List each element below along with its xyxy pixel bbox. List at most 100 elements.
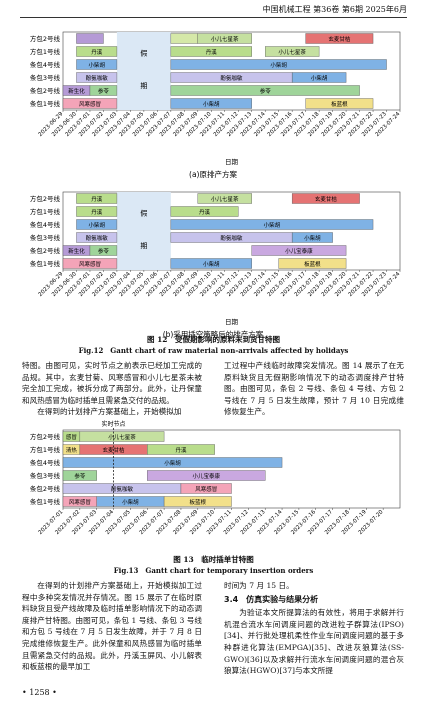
task-label: 小儿宝泰康: [285, 247, 313, 255]
x-axis-label: 日期: [225, 158, 239, 166]
task-bar: [62, 457, 283, 468]
paragraph: 在得到的计划排产方案基础上，开始模拟加工过程中多种突发情况并存情况。图 15 展…: [22, 581, 202, 672]
task-bar: [170, 219, 374, 230]
task-label: 小柴胡: [311, 74, 328, 82]
task-label: 酚氨咖敏: [220, 74, 243, 82]
task-bar: [76, 72, 118, 83]
holiday-label: 假: [140, 48, 147, 57]
task-bar: [305, 33, 374, 44]
task-label: 新生化: [68, 87, 85, 95]
row-label: 方包2号线: [30, 194, 61, 203]
fig12-caption-cn: 图 12 受假期影响的原料未到货甘特图: [146, 335, 281, 344]
row-label: 条包1号线: [30, 99, 61, 108]
row-label: 条包3号线: [30, 73, 61, 82]
marker-label: 实时节点: [102, 420, 126, 428]
task-bar: [170, 258, 252, 269]
fig13-caption-cn: 图 13 临时插单甘特图: [173, 555, 254, 564]
task-label: 小柴胡: [264, 221, 281, 229]
task-label: 新生化: [68, 247, 85, 255]
task-label: 玄麦甘桔: [328, 35, 351, 43]
task-label: 小柴胡: [122, 498, 139, 506]
task-bar: [278, 258, 347, 269]
task-bar: [170, 206, 239, 217]
row-label: 方包1号线: [30, 47, 61, 56]
task-bar: [76, 33, 104, 44]
task-label: 参苓: [74, 472, 86, 480]
holiday-band: [116, 32, 171, 110]
task-bar: [62, 470, 97, 481]
task-bar: [170, 33, 198, 44]
task-bar: [147, 444, 215, 455]
task-bar: [197, 193, 252, 204]
row-label: 条包4号线: [30, 60, 61, 69]
task-label: 板蓝根: [190, 498, 207, 506]
task-bar: [180, 483, 232, 494]
text-left: 特图。由图可见，实时节点之前表示已经加工完成的品规。其中，玄麦甘菊、风寒感冒和小…: [22, 360, 202, 418]
row-label: 条包1号线: [30, 259, 61, 268]
task-bar: [76, 232, 118, 243]
running-header: 中国机械工程 第36卷 第6期 2025年6月: [20, 4, 407, 18]
row-label: 条包1号线: [30, 497, 61, 506]
plot-frame: [62, 31, 401, 111]
task-label: 玄麦甘桔: [315, 195, 338, 203]
text-left-2: 在得到的计划排产方案基础上，开始模拟加工过程中多种突发情况并存情况。图 15 展…: [22, 580, 202, 673]
task-bar: [76, 219, 118, 230]
task-bar: [76, 59, 118, 70]
task-label: 丹溪: [206, 48, 218, 56]
task-bar: [163, 496, 232, 507]
task-label: 风寒感冒: [79, 100, 101, 108]
task-bar: [89, 85, 118, 96]
text-right: 工过程中产线临时故障突发情况。图 14 展示了在无原料缺货且无假期影响情况下的动…: [224, 360, 404, 418]
task-label: 风寒感冒: [195, 485, 217, 493]
task-bar: [89, 245, 118, 256]
task-bar: [251, 245, 347, 256]
task-label: 参苓: [260, 87, 272, 95]
task-label: 酚氨咖敏: [220, 234, 243, 242]
task-label: 丹溪: [175, 446, 187, 454]
task-label: 板蓝根: [304, 260, 321, 268]
task-label: 小儿七星茶: [211, 35, 239, 43]
task-bar: [305, 98, 374, 109]
task-bar: [79, 431, 165, 442]
task-bar: [76, 206, 118, 217]
row-label: 条包2号线: [30, 484, 61, 493]
row-label: 条包3号线: [30, 471, 61, 480]
task-label: 酚氨咖敏: [111, 485, 134, 493]
task-bar: [170, 59, 387, 70]
paragraph: 特图。由图可见，实时节点之前表示已经加工完成的品规。其中，玄麦甘菊、风寒感冒和小…: [22, 361, 202, 405]
task-bar: [76, 46, 118, 57]
task-label: 丹溪: [91, 48, 103, 56]
holiday-label: 假: [140, 208, 147, 217]
task-bar: [170, 98, 252, 109]
row-label: 方包1号线: [30, 207, 61, 216]
row-label: 条包2号线: [30, 246, 61, 255]
task-label: 风寒感冒: [69, 498, 91, 506]
task-label: 参苓: [98, 87, 110, 95]
fig12-caption-en: Fig.12 Gantt chart of raw material non-a…: [78, 346, 349, 355]
task-label: 板蓝根: [331, 100, 348, 108]
task-label: 感冒: [66, 433, 77, 441]
holiday-band: [116, 192, 171, 270]
fig13-caption-en: Fig.13 Gantt chart for temporary inserti…: [113, 566, 314, 575]
section-heading: 3.4 仿真实验与结果分析: [224, 594, 319, 604]
page-number: • 1258 •: [22, 688, 57, 697]
task-label: 酚氨咖敏: [86, 234, 109, 242]
task-bar: [62, 258, 118, 269]
row-label: 条包2号线: [30, 86, 61, 95]
task-bar: [62, 98, 118, 109]
row-label: 方包1号线: [30, 445, 61, 454]
task-label: 小柴胡: [88, 61, 105, 69]
task-bar: [170, 46, 252, 57]
task-label: 小柴胡: [270, 61, 287, 69]
row-label: 条包3号线: [30, 233, 61, 242]
task-label: 小柴胡: [203, 260, 220, 268]
task-label: 小儿七星茶: [278, 48, 306, 56]
paragraph: 在得到的计划排产方案基础上，开始模拟加: [37, 407, 182, 417]
task-bar: [147, 470, 266, 481]
plot-frame: [62, 191, 401, 271]
task-bar: [291, 193, 360, 204]
task-label: 酚氨咖敏: [86, 74, 109, 82]
row-label: 方包2号线: [30, 34, 61, 43]
